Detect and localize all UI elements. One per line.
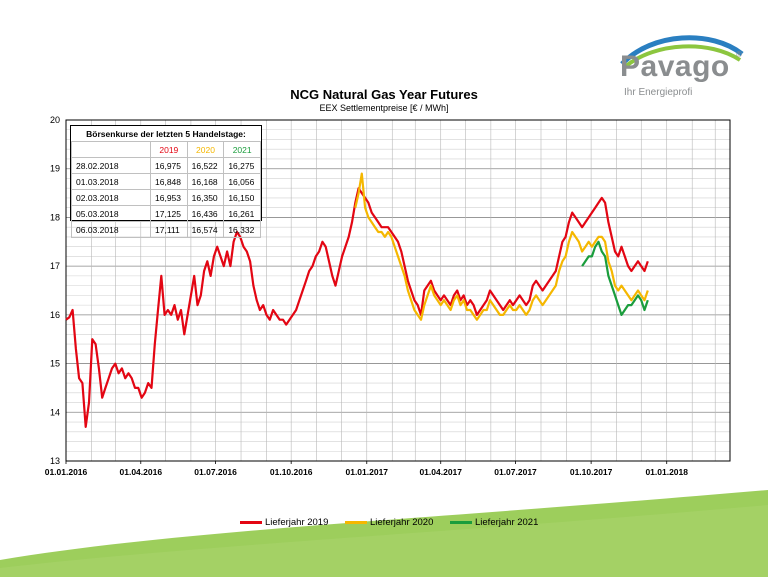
table-row: 05.03.2018 17,125 16,436 16,261 [71, 205, 261, 222]
legend-item-2020: Lieferjahr 2020 [345, 517, 433, 528]
x-tick-label: 01.01.2018 [645, 467, 688, 477]
logo-tagline: Ihr Energieprofi [624, 87, 693, 98]
table-row: 28.02.2018 16,975 16,522 16,275 [71, 157, 261, 174]
pavago-logo: Pavago ® Ihr Energieprofi [612, 28, 752, 100]
logo-registered-mark: ® [736, 50, 742, 59]
legend-item-2019: Lieferjahr 2019 [240, 517, 328, 528]
table-cell-2020: 16,574 [186, 221, 225, 238]
y-tick-label: 14 [50, 407, 60, 417]
decorative-green-swoosh-highlight [0, 505, 768, 577]
x-tick-label: 01.04.2016 [120, 467, 163, 477]
chart-title: NCG Natural Gas Year Futures [290, 87, 478, 102]
chart-series [65, 172, 649, 428]
table-row: 02.03.2018 16,953 16,350 16,150 [71, 189, 261, 206]
table-cell-2020: 16,350 [186, 189, 225, 206]
legend-swatch-2020 [345, 521, 367, 524]
x-axis-ticks: 01.01.2016 01.04.2016 01.07.2016 01.10.2016… [45, 461, 688, 477]
table-cell-2020: 16,436 [186, 205, 225, 222]
y-tick-label: 17 [50, 261, 60, 271]
x-tick-label: 01.10.2016 [270, 467, 313, 477]
table-row: 06.03.2018 17,111 16,574 16,332 [71, 221, 261, 238]
price-table-header-row: 2019 2020 2021 [71, 141, 261, 158]
table-row: 01.03.2018 16,848 16,168 16,056 [71, 173, 261, 190]
x-tick-label: 01.07.2017 [494, 467, 537, 477]
table-cell-2020: 16,522 [186, 157, 225, 174]
price-table: Börsenkurse der letzten 5 Handelstage: 2… [70, 125, 262, 238]
table-cell-2019: 17,111 [150, 221, 188, 238]
logo-arc-icon [620, 35, 744, 68]
table-cell-date: 28.02.2018 [71, 157, 151, 174]
table-cell-2021: 16,150 [223, 189, 261, 206]
chart-legend: Lieferjahr 2019 Lieferjahr 2020 Lieferja… [0, 517, 768, 533]
price-table-header-2019: 2019 [150, 141, 188, 158]
series-line-2020 [354, 172, 649, 321]
table-cell-date: 05.03.2018 [71, 205, 151, 222]
table-cell-date: 06.03.2018 [71, 221, 151, 238]
legend-swatch-2021 [450, 521, 472, 524]
plot-area-frame [65, 119, 731, 462]
table-cell-date: 02.03.2018 [71, 189, 151, 206]
x-tick-label: 01.04.2017 [419, 467, 462, 477]
y-tick-label: 19 [50, 164, 60, 174]
legend-label-2021: Lieferjahr 2021 [475, 517, 539, 528]
price-table-title: Börsenkurse der letzten 5 Handelstage: [86, 129, 246, 139]
table-cell-2019: 16,953 [150, 189, 188, 206]
table-cell-2020: 16,168 [186, 173, 225, 190]
y-tick-label: 13 [50, 456, 60, 466]
price-table-header-2021: 2021 [223, 141, 261, 158]
chart-subtitle: EEX Settlementpreise [€ / MWh] [319, 103, 449, 113]
legend-swatch-2019 [240, 521, 262, 524]
y-axis-ticks: 13 14 15 16 17 18 19 20 [50, 115, 60, 466]
table-cell-2019: 16,848 [150, 173, 188, 190]
table-cell-2021: 16,261 [223, 205, 261, 222]
table-cell-2021: 16,332 [223, 221, 261, 238]
legend-label-2019: Lieferjahr 2019 [265, 517, 329, 528]
price-table-header-date [71, 141, 151, 158]
table-cell-2021: 16,275 [223, 157, 261, 174]
table-cell-2019: 16,975 [150, 157, 188, 174]
x-tick-label: 01.07.2016 [194, 467, 237, 477]
legend-label-2020: Lieferjahr 2020 [370, 517, 434, 528]
y-tick-label: 15 [50, 359, 60, 369]
price-table-header-2020: 2020 [186, 141, 225, 158]
logo-wordmark: Pavago [620, 50, 730, 83]
legend-item-2021: Lieferjahr 2021 [450, 517, 538, 528]
y-tick-label: 18 [50, 212, 60, 222]
table-cell-2021: 16,056 [223, 173, 261, 190]
series-line-2021 [581, 240, 649, 316]
y-tick-label: 20 [50, 115, 60, 125]
x-tick-label: 01.01.2017 [345, 467, 388, 477]
price-table-grid: 2019 2020 2021 28.02.2018 16,975 16,522 … [71, 141, 261, 238]
table-cell-2019: 17,125 [150, 205, 188, 222]
x-tick-label: 01.10.2017 [570, 467, 613, 477]
x-tick-label: 01.01.2016 [45, 467, 88, 477]
table-cell-date: 01.03.2018 [71, 173, 151, 190]
y-tick-label: 16 [50, 310, 60, 320]
